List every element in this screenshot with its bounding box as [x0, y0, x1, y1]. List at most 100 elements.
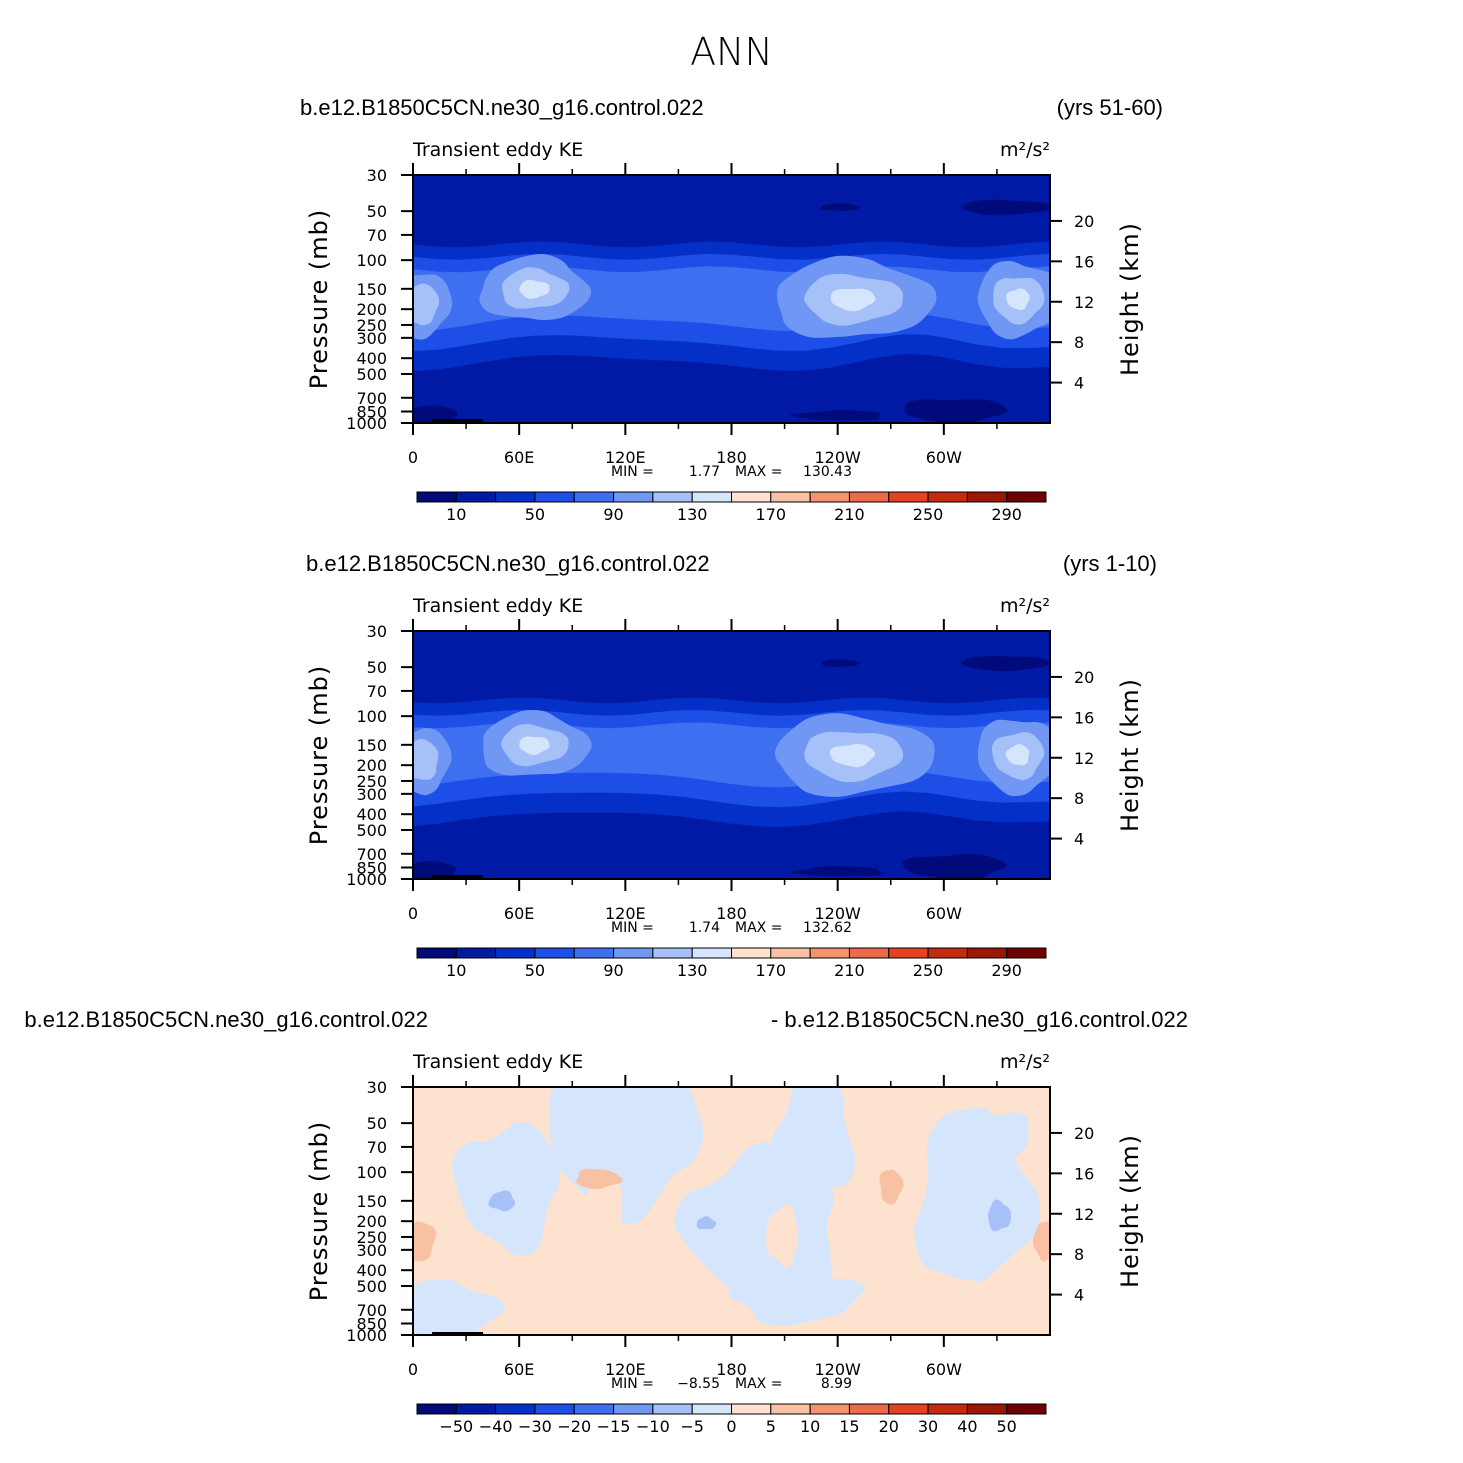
case-title-left: b.e12.B1850C5CN.ne30_g16.control.022	[306, 551, 710, 576]
x-tick-label: 60W	[926, 904, 962, 923]
colorbar-swatch	[966, 1403, 1008, 1415]
max-label: MAX =	[735, 464, 782, 480]
colorbar-swatch	[1006, 1403, 1047, 1415]
colorbar-label: 130	[677, 961, 708, 980]
colorbar-label: −15	[597, 1417, 631, 1436]
field-name: Transient eddy KE	[412, 139, 583, 161]
colorbar-label: 210	[834, 961, 865, 980]
field-name: Transient eddy KE	[412, 1051, 583, 1073]
x-tick-label: 120W	[814, 448, 861, 467]
y-tick-label: 400	[356, 1261, 387, 1280]
page-title: ANN	[690, 30, 773, 74]
y-axis-right-label: Height (km)	[1116, 1134, 1144, 1288]
min-label: MIN =	[611, 920, 654, 936]
colorbar-label: 170	[756, 505, 787, 524]
contour-low-level	[821, 659, 860, 667]
max-value: 130.43	[803, 464, 852, 480]
colorbar-swatch	[966, 491, 1008, 503]
colorbar-label: 250	[913, 505, 944, 524]
colorbar-swatch	[691, 491, 732, 503]
y-tick-label: 300	[356, 1241, 387, 1260]
contour-jet-level	[1005, 744, 1030, 766]
colorbar-swatch	[731, 491, 772, 503]
colorbar-swatch	[495, 491, 536, 503]
y-tick-label: 150	[356, 1192, 387, 1211]
contour-jet-level	[413, 283, 440, 326]
y-tick-right-label: 8	[1074, 333, 1084, 352]
colorbar-swatch	[848, 947, 890, 959]
x-tick-label: 120E	[605, 448, 646, 467]
colorbar-swatch	[455, 947, 497, 959]
x-tick-label: 60W	[926, 1360, 962, 1379]
colorbar-label: 50	[525, 505, 545, 524]
y-axis-label: Pressure (mb)	[305, 209, 333, 389]
colorbar-swatch	[770, 1403, 811, 1415]
y-axis-label: Pressure (mb)	[305, 665, 333, 845]
y-tick-label: 250	[356, 1228, 387, 1247]
colorbar-swatch	[534, 947, 575, 959]
colorbar-label: 50	[997, 1417, 1017, 1436]
chart-panel-2: b.e12.B1850C5CN.ne30_g16.control.022 (yrs…	[305, 551, 1157, 980]
y-tick-label: 30	[367, 622, 387, 641]
min-label: MIN =	[611, 464, 654, 480]
colorbar-swatch	[848, 1403, 890, 1415]
contour-negative	[549, 1087, 704, 1225]
colorbar-label: −50	[439, 1417, 473, 1436]
y-tick-label: 100	[356, 251, 387, 270]
colorbar-swatch	[455, 491, 497, 503]
y-tick-label: 150	[356, 736, 387, 755]
x-tick-label: 120W	[814, 904, 861, 923]
colorbar-swatch	[888, 1403, 929, 1415]
colorbar-swatch	[534, 491, 575, 503]
y-tick-label: 50	[367, 202, 387, 221]
min-value: 1.74	[689, 920, 720, 936]
y-tick-label: 150	[356, 280, 387, 299]
y-tick-label: 500	[356, 1277, 387, 1296]
contour-positive	[608, 1251, 673, 1315]
contour-jet-level	[829, 743, 876, 768]
contour-low-level	[961, 199, 1050, 216]
y-tick-label: 200	[356, 300, 387, 319]
chart-panel-1: b.e12.B1850C5CN.ne30_g16.control.022 (yrs…	[300, 95, 1163, 524]
x-tick-label: 60E	[504, 904, 534, 923]
units-label: m²/s²	[1000, 595, 1050, 617]
topography-mask	[432, 419, 484, 423]
topography-mask	[432, 875, 484, 879]
colorbar-label: 250	[913, 961, 944, 980]
y-tick-right-label: 12	[1074, 293, 1094, 312]
y-axis-right-label: Height (km)	[1116, 222, 1144, 376]
x-tick-label: 120E	[605, 1360, 646, 1379]
contour-strong	[987, 1199, 1011, 1232]
y-tick-right-label: 8	[1074, 1245, 1084, 1264]
colorbar-swatch	[927, 1403, 968, 1415]
contour-jet-level	[830, 288, 876, 312]
colorbar-label: −20	[557, 1417, 591, 1436]
contour-negative	[964, 1112, 1029, 1166]
colorbar-label: 40	[957, 1417, 977, 1436]
case-title-right: (yrs 1-10)	[1063, 551, 1157, 576]
colorbar-swatch	[770, 491, 811, 503]
y-tick-label: 1000	[346, 414, 387, 433]
field-name: Transient eddy KE	[412, 595, 583, 617]
y-tick-label: 70	[367, 226, 387, 245]
y-tick-label: 30	[367, 166, 387, 185]
colorbar-swatch	[927, 947, 968, 959]
colorbar-swatch	[495, 947, 536, 959]
colorbar-label: 50	[525, 961, 545, 980]
y-tick-right-label: 20	[1074, 1124, 1094, 1143]
contour-jet-level	[519, 736, 550, 756]
colorbar-swatch	[731, 1403, 772, 1415]
y-tick-right-label: 20	[1074, 668, 1094, 687]
y-tick-label: 1000	[346, 1326, 387, 1345]
colorbar-swatch	[809, 1403, 850, 1415]
colorbar-label: 130	[677, 505, 708, 524]
contour-low-level	[789, 410, 882, 421]
x-tick-label: 120W	[814, 1360, 861, 1379]
y-tick-right-label: 4	[1074, 830, 1084, 849]
colorbar-swatch	[416, 1403, 457, 1415]
colorbar-swatch	[416, 491, 457, 503]
y-tick-right-label: 12	[1074, 749, 1094, 768]
colorbar-label: −40	[479, 1417, 513, 1436]
colorbar-swatch	[573, 491, 615, 503]
colorbar-swatch	[809, 491, 850, 503]
